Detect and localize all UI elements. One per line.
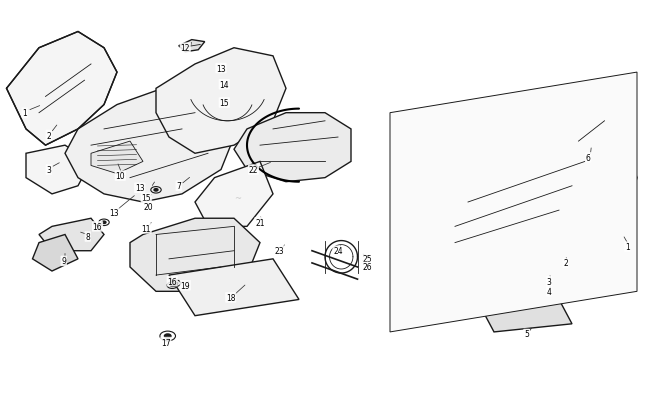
Text: 7: 7 <box>176 182 181 191</box>
Text: 10: 10 <box>116 172 125 181</box>
Circle shape <box>170 284 174 287</box>
Polygon shape <box>179 40 205 53</box>
Circle shape <box>174 282 177 285</box>
Text: 24: 24 <box>333 247 343 256</box>
Polygon shape <box>481 300 572 332</box>
Polygon shape <box>169 259 299 316</box>
Polygon shape <box>572 105 624 162</box>
Text: 12: 12 <box>181 44 190 53</box>
Polygon shape <box>130 219 260 292</box>
Text: 15: 15 <box>220 99 229 108</box>
Text: 23: 23 <box>275 247 284 256</box>
Polygon shape <box>32 235 78 271</box>
Text: 1: 1 <box>22 109 27 118</box>
Text: 14: 14 <box>220 81 229 90</box>
Text: 15: 15 <box>142 194 151 203</box>
Text: 13: 13 <box>135 184 144 193</box>
Text: 19: 19 <box>181 281 190 290</box>
Polygon shape <box>416 97 637 292</box>
Text: 2: 2 <box>563 259 568 268</box>
Text: 18: 18 <box>226 293 235 302</box>
Polygon shape <box>6 32 117 146</box>
Text: 4: 4 <box>547 287 552 296</box>
Polygon shape <box>156 49 286 154</box>
Text: 11: 11 <box>142 224 151 233</box>
Polygon shape <box>507 211 559 251</box>
Text: 13: 13 <box>109 208 118 217</box>
Text: 9: 9 <box>61 257 66 266</box>
Text: 1: 1 <box>625 243 630 252</box>
Text: 21: 21 <box>255 218 265 227</box>
Text: 3: 3 <box>46 166 51 175</box>
Polygon shape <box>390 73 637 332</box>
Circle shape <box>164 334 171 338</box>
Text: 17: 17 <box>161 338 170 347</box>
Text: 3: 3 <box>547 277 552 286</box>
Circle shape <box>102 222 106 224</box>
Text: 6: 6 <box>586 153 591 162</box>
Polygon shape <box>39 219 104 251</box>
Text: 26: 26 <box>363 263 372 272</box>
Circle shape <box>154 189 158 192</box>
Text: 5: 5 <box>524 330 529 339</box>
Text: 20: 20 <box>144 202 153 211</box>
Text: 16: 16 <box>168 277 177 286</box>
Text: 22: 22 <box>249 166 258 175</box>
Text: 2: 2 <box>46 131 51 140</box>
Polygon shape <box>65 89 234 202</box>
Polygon shape <box>195 162 273 227</box>
Polygon shape <box>234 113 351 182</box>
Text: 8: 8 <box>85 232 90 241</box>
Text: 13: 13 <box>216 64 226 73</box>
Text: 25: 25 <box>363 255 372 264</box>
Polygon shape <box>91 142 143 174</box>
Polygon shape <box>26 146 91 194</box>
Text: ~: ~ <box>234 194 240 203</box>
Text: 16: 16 <box>93 222 102 231</box>
